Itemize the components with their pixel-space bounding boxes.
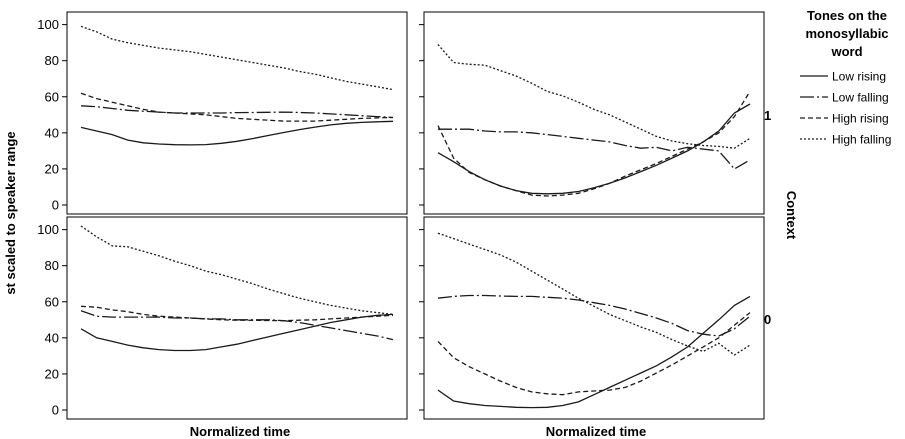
series-line-high-rising <box>80 92 394 122</box>
y-tick-label: 40 <box>45 330 59 345</box>
series-line-low-falling <box>437 294 751 337</box>
legend: Tones on the monosyllabic word Low risin… <box>800 8 891 147</box>
panel-frame <box>66 216 408 420</box>
facet-row-label-0: 0 <box>764 312 771 327</box>
series-line-high-falling <box>437 232 751 356</box>
series-line-high-falling <box>437 44 751 149</box>
legend-title-line-3: word <box>830 44 862 59</box>
legend-label-high-falling: High falling <box>832 133 891 147</box>
y-tick-label: 20 <box>45 366 59 381</box>
y-axis-title: st scaled to speaker range <box>3 131 18 294</box>
legend-title-line-1: Tones on the <box>807 8 887 23</box>
series-line-low-falling <box>80 310 394 341</box>
y-tick-label: 0 <box>52 402 59 417</box>
y-tick-label: 100 <box>37 222 59 237</box>
series-line-low-rising <box>80 313 394 352</box>
y-tick-label: 80 <box>45 258 59 273</box>
series-line-low-rising <box>437 295 751 409</box>
panel-context-0-col-0: 0 20 40 60 80 100 <box>37 216 408 420</box>
y-tick-label: 100 <box>37 17 59 32</box>
series-line-low-falling <box>80 105 394 119</box>
facet-row-label-1: 1 <box>764 108 771 123</box>
series-line-low-rising <box>80 120 394 146</box>
series-line-high-falling <box>80 25 394 91</box>
panel-frame <box>423 216 765 420</box>
series-line-low-falling <box>438 128 751 170</box>
legend-title-line-2: monosyllabic <box>805 26 888 41</box>
legend-label-low-falling: Low falling <box>832 91 889 105</box>
panel-frame <box>423 11 765 215</box>
panel-context-1-col-0: 0 20 40 60 80 100 <box>37 11 408 215</box>
y-tick-label: 60 <box>45 294 59 309</box>
legend-label-high-rising: High rising <box>832 112 889 126</box>
series-line-high-rising <box>437 91 751 197</box>
series-line-high-falling <box>80 225 394 316</box>
panel-frame <box>66 11 408 215</box>
y-tick-label: 0 <box>52 197 59 212</box>
facet-row-title: Context <box>784 191 799 240</box>
y-tick-label: 60 <box>45 89 59 104</box>
series-line-high-rising <box>437 312 751 396</box>
y-tick-label: 80 <box>45 53 59 68</box>
x-axis-title-right: Normalized time <box>546 424 646 439</box>
panel-context-1-col-1 <box>419 11 765 215</box>
series-line-high-rising <box>80 305 394 322</box>
legend-label-low-rising: Low rising <box>832 70 886 84</box>
panel-context-0-col-1 <box>419 216 765 420</box>
y-tick-label: 20 <box>45 161 59 176</box>
panels: 0 20 40 60 80 100 0 20 40 60 80 100 <box>37 11 765 420</box>
y-tick-label: 40 <box>45 125 59 140</box>
x-axis-title-left: Normalized time <box>190 424 290 439</box>
